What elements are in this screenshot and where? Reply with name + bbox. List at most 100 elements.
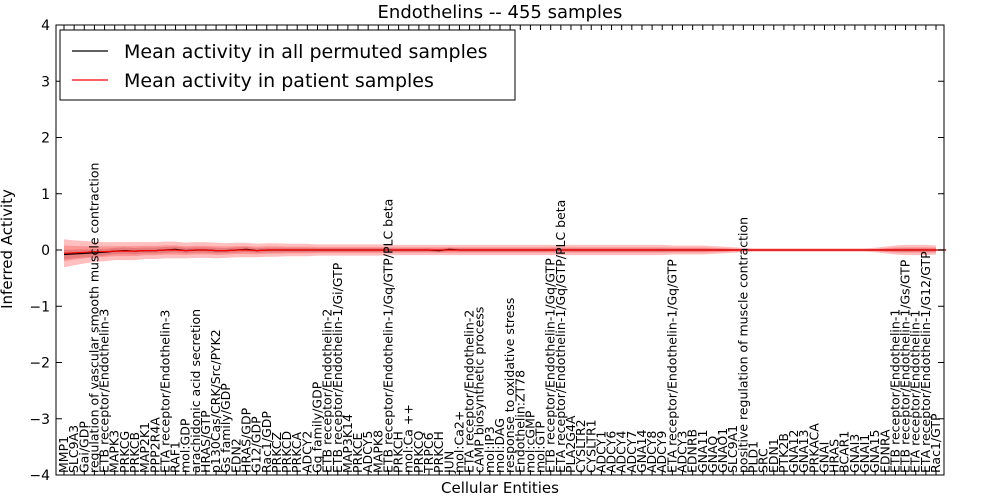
x-tick-label: ADCY5 [360, 431, 375, 473]
x-tick-label: Rac1/GTP [928, 413, 943, 473]
x-tick-label: G12/GDP [249, 416, 264, 473]
patient-band-inner [64, 245, 936, 262]
x-tick-label: Endothelin:ZT78 [512, 370, 527, 473]
y-tick-label: 0 [41, 243, 50, 259]
x-tick-label: SLC9A3 [66, 425, 81, 473]
x-tick-label: EDN1 [766, 438, 781, 473]
x-tick-label: JUN [441, 451, 456, 474]
x-tick-label: GNA13 [796, 430, 811, 474]
x-tick-label: mol:Ca2+ [451, 411, 466, 473]
x-tick-label: GNAI [817, 442, 832, 473]
x-tick-label: mol:DAG [492, 418, 507, 473]
x-tick-label: cAMP biosynthetic process [472, 307, 487, 473]
x-tick-label: MMP1 [56, 436, 71, 473]
plot-frame [55, 24, 945, 476]
x-tick-label: arachidonic acid secretion [188, 309, 203, 473]
x-tick-label: mol:GTP [533, 421, 548, 473]
x-tick-label: ADCY4 [614, 431, 629, 473]
series-lines [63, 248, 947, 256]
x-tick-label: EDNRB [685, 429, 700, 473]
x-tick-label: PRKCG [117, 431, 132, 473]
x-tick-label: ETB receptor/Endothelin-1/Gq/GTP [543, 258, 558, 473]
x-tick-label: PTK2B [776, 433, 791, 473]
chart-title: Endothelins -- 455 samples [378, 2, 623, 23]
legend-box [59, 29, 516, 101]
x-tick-label: EDNRA [877, 429, 892, 473]
x-tick-label: ETA receptor/Endothelin-1/Gq/GTP/PLC bet… [553, 200, 568, 473]
x-tick-label: ADCY9 [654, 431, 669, 473]
x-tick-label: ETA receptor/Endothelin-1/Gq/GTP [664, 259, 679, 473]
x-tick-label: CYSLTR2 [573, 419, 588, 473]
x-tick-label: ADCY3 [675, 431, 690, 473]
y-axis-label: Inferred Activity [0, 189, 16, 309]
legend-label-patient: Mean activity in patient samples [124, 70, 434, 92]
x-tick-label: MAP3K14 [340, 414, 355, 473]
x-tick-label: ETB receptor/Endothelin-2 [320, 309, 335, 473]
x-tick-label: HRAS [827, 439, 842, 473]
y-axis-ticks: 4 3 2 1 0 −1 −2 −3 −4 [29, 18, 944, 484]
x-tick-label: ETA receptor/Endothelin-1/G12/GTP [918, 251, 933, 473]
x-tick-label: RAF1 [168, 441, 183, 473]
legend: Mean activity in all permuted samples Me… [59, 29, 516, 101]
x-tick-label: ADCY2 [299, 431, 314, 473]
x-tick-label: mol:GDP [178, 418, 193, 473]
y-tick-label: 4 [41, 18, 50, 34]
y-tick-label: 2 [41, 131, 50, 147]
x-tick-label: ETB receptor/Endothelin-3 [97, 309, 112, 473]
y-tick-label: −1 [29, 299, 50, 315]
x-tick-label: p130Cas/CRK/Src/PYK2 [208, 329, 223, 473]
x-tick-label: GNA12 [786, 430, 801, 474]
x-tick-label: ETA receptor/Endothelin-3 [157, 310, 172, 473]
x-tick-label: PRKCZ [269, 432, 284, 473]
x-tick-label: mol:Ca ++ [401, 404, 416, 473]
y-tick-label: −2 [29, 356, 50, 372]
x-tick-label: ADCY6 [604, 431, 619, 473]
x-tick-label: PRKCH [391, 431, 406, 473]
x-tick-label: MAPK3 [107, 430, 122, 473]
x-tick-label: ADCY1 [593, 431, 608, 473]
x-tick-label: mol:IP3 [482, 426, 497, 473]
x-tick-label: ETA receptor/Endothelin-1 [908, 310, 923, 473]
y-tick-label: 1 [41, 187, 50, 203]
x-tick-label: regulation of vascular smooth muscle con… [86, 163, 101, 473]
x-tick-label: mol:cGMP [522, 410, 537, 473]
x-tick-label: PRKCH [431, 431, 446, 473]
x-tick-label: PRKACA [806, 423, 821, 473]
x-axis-label: Cellular Entities [441, 479, 559, 497]
x-tick-label: MAPK8 [370, 430, 385, 473]
line-patient [63, 249, 947, 254]
x-tick-label: HRAS/GTP [198, 410, 213, 473]
legend-label-permuted: Mean activity in all permuted samples [124, 41, 487, 63]
x-tick-label: GNAQ [705, 436, 720, 473]
activity-bands [64, 239, 936, 268]
x-tick-label: GNA14 [634, 429, 649, 473]
x-tick-label: PRKCQ [411, 431, 426, 473]
x-tick-label: TRPC6 [421, 432, 436, 474]
x-tick-label: ETB receptor/Endothelin-1 [887, 309, 902, 473]
x-tick-label: PLA2G4A [563, 415, 578, 473]
x-tick-label: response to oxidative stress [502, 298, 517, 473]
x-tick-label: PLD1 [746, 441, 761, 473]
x-tick-label: PRKCB [127, 432, 142, 473]
x-tick-label: ETB receptor/Endothelin-1/Gi/GTP [330, 262, 345, 473]
x-tick-label: GNA11 [695, 430, 710, 474]
x-tick-label: EDN2 [228, 438, 243, 473]
x-tick-label: HRAS/GDP [239, 407, 254, 473]
x-tick-label: PRKCE [350, 433, 365, 473]
x-tick-label: MAP2K1 [137, 422, 152, 473]
x-tick-label: BCAR1 [837, 431, 852, 473]
x-tick-label: GNAI1 [857, 434, 872, 473]
x-tick-label: SLC9A1 [725, 425, 740, 473]
x-tick-label: GNAO1 [715, 428, 730, 473]
x-tick-label: PRKCA [289, 432, 304, 473]
x-tick-label: Gq family/GDP [310, 381, 325, 473]
x-tick-label: ETB receptor/Endothelin-1/Gq/GTP/PLC bet… [381, 199, 396, 473]
x-tick-label: GNAI3 [847, 434, 862, 473]
x-tick-label: Gai/GDP [76, 421, 91, 473]
x-axis-ticks [63, 25, 937, 475]
x-tick-label: PPP2R4A [147, 417, 162, 473]
x-tick-label: ETA receptor/Endothelin-2 [462, 310, 477, 473]
x-tick-label: positive regulation of muscle contractio… [735, 217, 750, 473]
x-tick-label: CYSLTR1 [583, 419, 598, 473]
